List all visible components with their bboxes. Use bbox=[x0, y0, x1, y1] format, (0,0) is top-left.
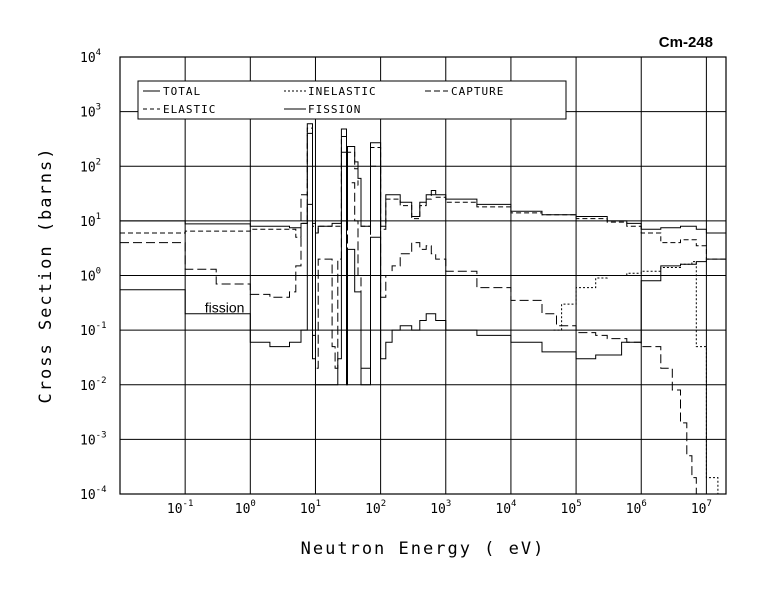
chart-title: Cm-248 bbox=[659, 34, 713, 51]
x-tick-label: 100 bbox=[235, 499, 256, 517]
x-tick-label: 10-1 bbox=[167, 499, 194, 517]
legend-label-inelastic: INELASTIC bbox=[308, 85, 377, 98]
series-line-fission bbox=[120, 203, 727, 386]
legend: TOTAL INELASTIC CAPTURE ELASTIC FISSION bbox=[137, 80, 567, 120]
legend-label-elastic: ELASTIC bbox=[163, 103, 216, 116]
x-tick-label: 105 bbox=[561, 499, 582, 517]
x-tick-label: 104 bbox=[495, 499, 516, 517]
y-tick-label: 100 bbox=[80, 267, 101, 285]
series-line-elastic bbox=[120, 127, 726, 260]
y-tick-label: 10-4 bbox=[80, 485, 107, 503]
y-tick-label: 103 bbox=[80, 103, 101, 121]
y-tick-labels: 10-4 10-3 10-2 10-1 100 101 102 103 104 bbox=[80, 48, 107, 503]
series-line-capture bbox=[120, 132, 697, 494]
series-line-inelastic bbox=[553, 261, 719, 494]
legend-box bbox=[137, 80, 567, 120]
legend-label-fission: FISSION bbox=[308, 103, 361, 116]
x-tick-label: 106 bbox=[626, 499, 647, 517]
x-tick-labels: 10-1 100 101 102 103 104 105 106 107 bbox=[167, 499, 712, 517]
legend-label-total: TOTAL bbox=[163, 85, 201, 98]
y-tick-label: 10-1 bbox=[80, 321, 107, 339]
x-tick-label: 103 bbox=[430, 499, 451, 517]
x-tick-label: 101 bbox=[300, 499, 321, 517]
y-tick-label: 10-2 bbox=[80, 376, 107, 394]
x-tick-label: 107 bbox=[691, 499, 712, 517]
y-tick-label: 102 bbox=[80, 157, 101, 175]
x-tick-label: 102 bbox=[365, 499, 386, 517]
y-tick-label: 10-3 bbox=[80, 430, 107, 448]
y-tick-label: 104 bbox=[80, 48, 101, 66]
y-axis-title: Cross Section (barns) bbox=[36, 147, 56, 404]
annotation-fission: fission bbox=[205, 300, 245, 316]
series-lines bbox=[120, 123, 727, 494]
legend-label-capture: CAPTURE bbox=[451, 85, 504, 98]
series-line-total bbox=[120, 123, 727, 236]
x-axis-title: Neutron Energy ( eV) bbox=[301, 539, 546, 559]
y-tick-label: 101 bbox=[80, 212, 101, 230]
grid-lines bbox=[120, 57, 726, 494]
